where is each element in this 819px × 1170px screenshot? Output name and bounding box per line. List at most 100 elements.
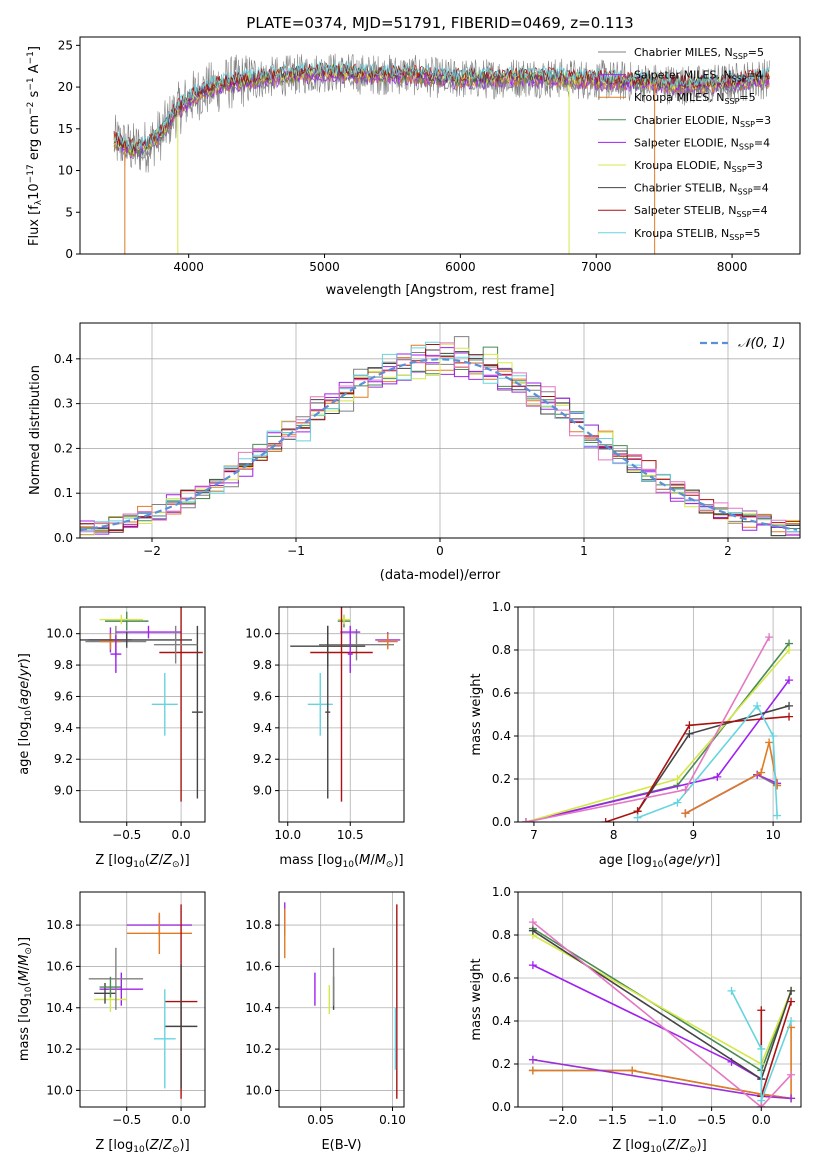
data-point-marker [528,961,537,970]
y-tick-label: 0.8 [492,643,511,657]
axes-frame [79,606,206,823]
x-tick-label: 2 [724,544,732,558]
y-tick-label: 15 [58,122,73,136]
x-tick-label: −2 [143,544,161,558]
x-tick-label: 0.0 [172,828,191,842]
data-point-marker [528,926,537,935]
x-tick-label: 10.5 [337,828,364,842]
data-point-marker [713,772,722,781]
axes-frame [517,606,802,823]
data-point-marker [727,986,736,995]
axes-frame [517,891,802,1108]
data-point-marker [521,818,530,822]
mass-weight-vs-metallicity-panel: −2.0 −1.5 −1.0 −0.5 0.0 0.0 0.2 0.4 0.6 0.8 1.0 mas… [469,885,802,1155]
y-axis-label: mass weight [469,673,484,755]
x-axis-label: E(B-V) [321,1138,361,1153]
y-tick-label: 0.0 [492,1100,511,1114]
axes-frame [278,606,405,823]
y-tick-label: 10.6 [46,959,73,973]
mass-weight-line [730,990,792,1101]
data-point-marker [785,646,794,654]
plot-area [88,904,198,1099]
data-point-marker [787,986,796,995]
y-tick-label: 10.8 [245,918,272,932]
data-point-marker [785,701,794,710]
x-tick-label: 7 [530,828,538,842]
y-tick-label: 1.0 [492,600,511,614]
histogram-step-line [80,349,800,537]
x-tick-label: 9 [690,828,698,842]
y-tick-label: 1.0 [492,885,511,899]
legend-entry: Salpeter ELODIE, NSSP=4 [634,136,770,151]
data-point-marker [673,775,682,783]
x-tick-label: −0.5 [112,828,141,842]
x-tick-label: 7000 [581,260,612,274]
x-tick-label: −0.5 [112,1113,141,1127]
x-tick-label: 4000 [173,260,204,274]
y-axis-label: mass [log10(M/M⊙)] [17,937,34,1061]
y-tick-label: 0.1 [54,486,73,500]
x-tick-label: −0.5 [697,1113,726,1127]
plot-area [528,918,796,1107]
x-tick-label: −2.0 [548,1113,577,1127]
data-point-marker [773,811,782,820]
mass-weight-line [532,921,792,1107]
y-axis-label: Normed distribution [28,365,43,495]
y-tick-label: 9.2 [253,752,272,766]
x-axis-label: Z [log10(Z/Z⊙)] [95,853,189,870]
x-tick-label: 0.10 [379,1113,406,1127]
x-tick-label: 1 [580,544,588,558]
axes-frame [278,891,405,1108]
y-tick-label: 0.8 [492,928,511,942]
legend-entry: 𝒩(0, 1) [738,336,785,351]
y-tick-label: 9.2 [54,752,73,766]
data-point-marker [757,768,766,777]
axes-frame [79,891,206,1108]
y-tick-label: 0.4 [492,729,511,743]
x-tick-label: 10 [765,828,780,842]
data-point-marker [673,798,682,807]
y-tick-label: 20 [58,80,73,94]
plot-area [113,53,771,254]
mass-vs-ebv-panel: 0.05 0.10 10.0 10.2 10.4 10.6 10.8 E(B-V) [245,891,406,1153]
model-spectrum-line [113,60,770,150]
x-tick-label: 0 [436,544,444,558]
x-axis-label: wavelength [Angstrom, rest frame] [326,283,555,298]
x-tick-label: 8 [610,828,618,842]
mass-weight-line [685,742,778,815]
x-tick-label: −1.0 [647,1113,676,1127]
x-tick-label: 8000 [717,260,748,274]
age-vs-metallicity-panel: −0.5 0.0 9.0 9.2 9.4 9.6 9.8 10.0 Z [log10(Z/Z⊙)… [17,606,206,870]
x-tick-label: −1 [287,544,305,558]
y-tick-label: 9.4 [54,721,73,735]
data-point-marker [757,1103,766,1107]
legend-entry: Chabrier MILES, NSSP=5 [634,46,764,61]
legend-entry: Kroupa STELIB, NSSP=5 [634,227,760,242]
plot-area [80,336,800,538]
y-tick-label: 0.2 [492,1057,511,1071]
y-tick-label: 10.0 [245,627,272,641]
histogram-step-line [80,352,800,536]
y-tick-label: 0.2 [54,441,73,455]
data-point-marker [785,676,794,685]
plot-area [80,607,203,802]
mass-vs-metallicity-panel: −0.5 0.0 10.0 10.2 10.4 10.6 10.8 Z [log10(Z/Z⊙… [17,891,206,1155]
plot-area [521,633,794,822]
data-point-marker [757,1044,766,1053]
y-tick-label: 0.4 [54,352,73,366]
y-tick-label: 9.8 [253,658,272,672]
data-point-marker [685,721,694,730]
data-point-marker [601,818,610,822]
mass-weight-vs-age-panel: 7 8 9 10 0.0 0.2 0.4 0.6 0.8 1.0 mass weight age [l… [469,600,802,870]
data-point-marker [633,813,642,822]
y-tick-label: 10.0 [245,1083,272,1097]
x-tick-label: 10.0 [274,828,301,842]
y-tick-label: 9.4 [253,721,272,735]
data-point-marker [528,1066,537,1075]
y-tick-label: 10.0 [46,1083,73,1097]
y-axis-label: age [log10(age/yr)] [17,653,34,775]
x-axis-label: age [log10(age/yr)] [599,853,721,870]
x-tick-label: 5000 [309,260,340,274]
y-tick-label: 10.4 [245,1001,272,1015]
